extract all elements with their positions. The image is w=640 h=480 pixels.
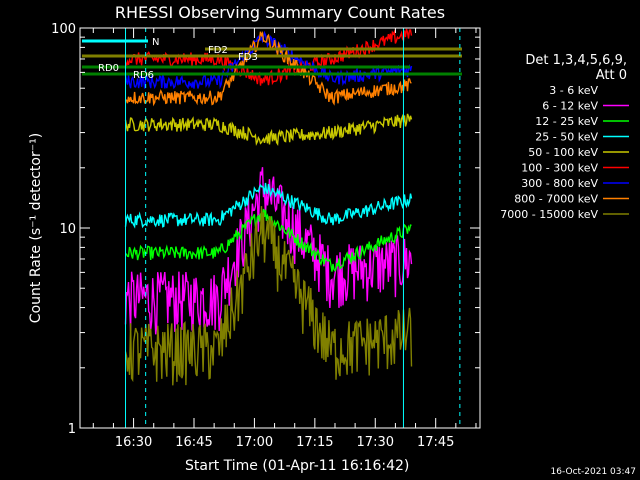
legend-label: 6 - 12 keV bbox=[542, 100, 598, 113]
series-line bbox=[124, 206, 413, 386]
legend-header-line1: Det 1,3,4,5,6,9, bbox=[525, 53, 627, 68]
flag-layer: N FD2 RD0 FD3 RD6 bbox=[82, 28, 462, 428]
legend-label: 100 - 300 keV bbox=[521, 162, 598, 175]
x-axis-label: Start Time (01-Apr-11 16:16:42) bbox=[185, 458, 409, 474]
series-line bbox=[125, 30, 412, 107]
flag-label-rd6: RD6 bbox=[133, 70, 154, 81]
flag-label-fd2: FD2 bbox=[208, 45, 228, 56]
x-tick-label: 16:45 bbox=[175, 435, 212, 450]
chart-title: RHESSI Observing Summary Count Rates bbox=[115, 3, 445, 22]
y-tick-label: 100 bbox=[51, 22, 76, 37]
legend-label: 25 - 50 keV bbox=[535, 131, 598, 144]
x-tick-label: 17:30 bbox=[357, 435, 394, 450]
y-tick-label: 1 bbox=[68, 422, 76, 437]
series-line bbox=[124, 167, 413, 335]
legend-label: 12 - 25 keV bbox=[535, 115, 598, 128]
x-tick-label: 17:15 bbox=[296, 435, 333, 450]
x-tick-label: 17:00 bbox=[236, 435, 273, 450]
series-line bbox=[124, 113, 413, 147]
y-axis: 1 10 100 bbox=[51, 22, 480, 437]
y-tick-label: 10 bbox=[59, 222, 76, 237]
legend: 3 - 6 keV 6 - 12 keV 12 - 25 keV 25 - 50 ke… bbox=[500, 84, 629, 221]
y-axis-label: Count Rate (s⁻¹ detector⁻¹) bbox=[28, 133, 44, 323]
flag-label-fd3: FD3 bbox=[238, 52, 258, 63]
series-line bbox=[124, 256, 413, 427]
legend-header-line2: Att 0 bbox=[596, 68, 627, 83]
footer-timestamp: 16-Oct-2021 03:47 bbox=[551, 467, 636, 477]
flag-label-rd0: RD0 bbox=[98, 63, 119, 74]
series-line bbox=[124, 182, 413, 229]
x-tick-label: 16:30 bbox=[115, 435, 152, 450]
x-axis: 16:30 16:45 17:00 17:15 17:30 17:45 bbox=[92, 28, 477, 450]
series-line bbox=[125, 208, 412, 272]
legend-label: 800 - 7000 keV bbox=[514, 193, 598, 206]
flag-label-n: N bbox=[152, 37, 159, 48]
legend-label: 7000 - 15000 keV bbox=[500, 208, 598, 221]
legend-label: 300 - 800 keV bbox=[521, 177, 598, 190]
legend-label: 3 - 6 keV bbox=[549, 84, 598, 97]
x-tick-label: 17:45 bbox=[417, 435, 454, 450]
series-line bbox=[124, 28, 413, 86]
legend-label: 50 - 100 keV bbox=[528, 146, 598, 159]
